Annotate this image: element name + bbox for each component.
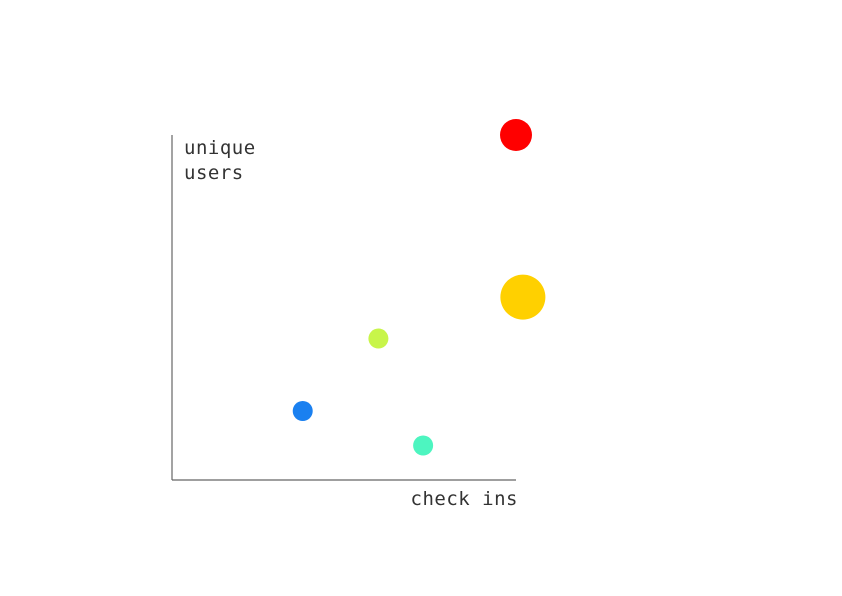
data-point-2 bbox=[368, 328, 389, 349]
data-point-5 bbox=[500, 274, 546, 320]
x-axis-label: check ins bbox=[411, 488, 518, 510]
y-axis-label-line-1: unique bbox=[184, 137, 256, 159]
data-point-4 bbox=[500, 119, 532, 151]
data-points bbox=[292, 119, 546, 456]
data-point-3 bbox=[413, 435, 434, 456]
data-point-1 bbox=[292, 401, 313, 421]
y-axis-label-line-2: users bbox=[184, 162, 244, 184]
